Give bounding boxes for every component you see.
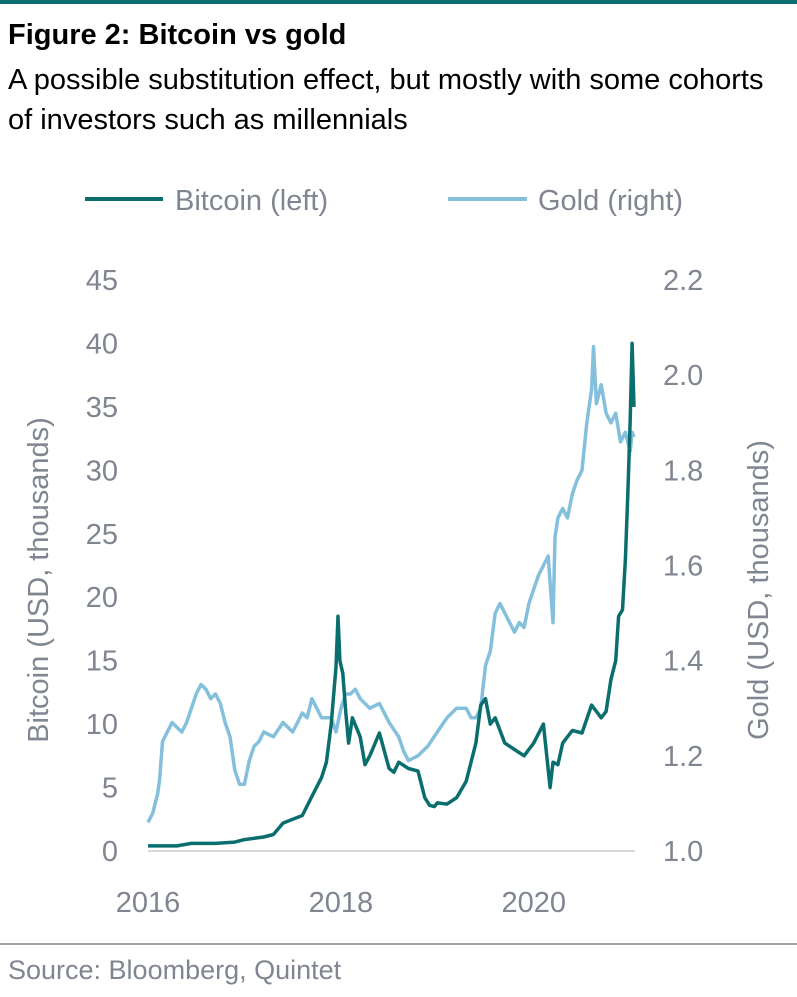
x-tick-label: 2020: [501, 887, 566, 919]
right-tick-label: 1.2: [663, 741, 703, 773]
figure-subtitle: A possible substitution effect, but most…: [8, 64, 764, 136]
left-tick-label: 20: [86, 582, 118, 614]
left-axis-title: Bitcoin (USD, thousands): [23, 417, 55, 743]
right-y-axis: 1.0 1.2 1.4 1.6 1.8 2.0 2.2: [663, 265, 703, 868]
left-tick-label: 45: [86, 265, 118, 297]
right-tick-label: 2.2: [663, 265, 703, 297]
source-note: Source: Bloomberg, Quintet: [8, 955, 342, 985]
right-tick-label: 1.0: [663, 836, 703, 868]
top-rule: [0, 0, 797, 4]
right-tick-label: 2.0: [663, 360, 703, 392]
legend-label-bitcoin: Bitcoin (left): [175, 185, 328, 217]
left-tick-label: 15: [86, 646, 118, 678]
x-tick-label: 2018: [309, 887, 374, 919]
series-line-bitcoin: [148, 341, 636, 848]
x-tick-label: 2016: [116, 887, 181, 919]
left-tick-label: 35: [86, 392, 118, 424]
bottom-rule: [0, 943, 797, 945]
right-tick-label: 1.4: [663, 646, 703, 678]
left-y-axis: 0 5 10 15 20 25 30 35 40 45: [86, 265, 118, 868]
left-tick-label: 0: [102, 836, 118, 868]
left-tick-label: 25: [86, 519, 118, 551]
series-line-gold: [146, 344, 636, 824]
left-tick-label: 5: [102, 773, 118, 805]
left-tick-label: 40: [86, 328, 118, 360]
right-tick-label: 1.6: [663, 551, 703, 583]
legend-label-gold: Gold (right): [538, 185, 683, 217]
left-tick-label: 30: [86, 455, 118, 487]
legend: Bitcoin (left) Gold (right): [85, 185, 683, 217]
x-axis: 2016 2018 2020: [116, 887, 566, 919]
chart: Bitcoin (left) Gold (right) 0 5 10 15 20 25 30…: [23, 185, 775, 919]
left-tick-label: 10: [86, 709, 118, 741]
right-tick-label: 1.8: [663, 455, 703, 487]
right-axis-title: Gold (USD, thousands): [743, 440, 775, 740]
figure-title: Figure 2: Bitcoin vs gold: [8, 19, 347, 51]
